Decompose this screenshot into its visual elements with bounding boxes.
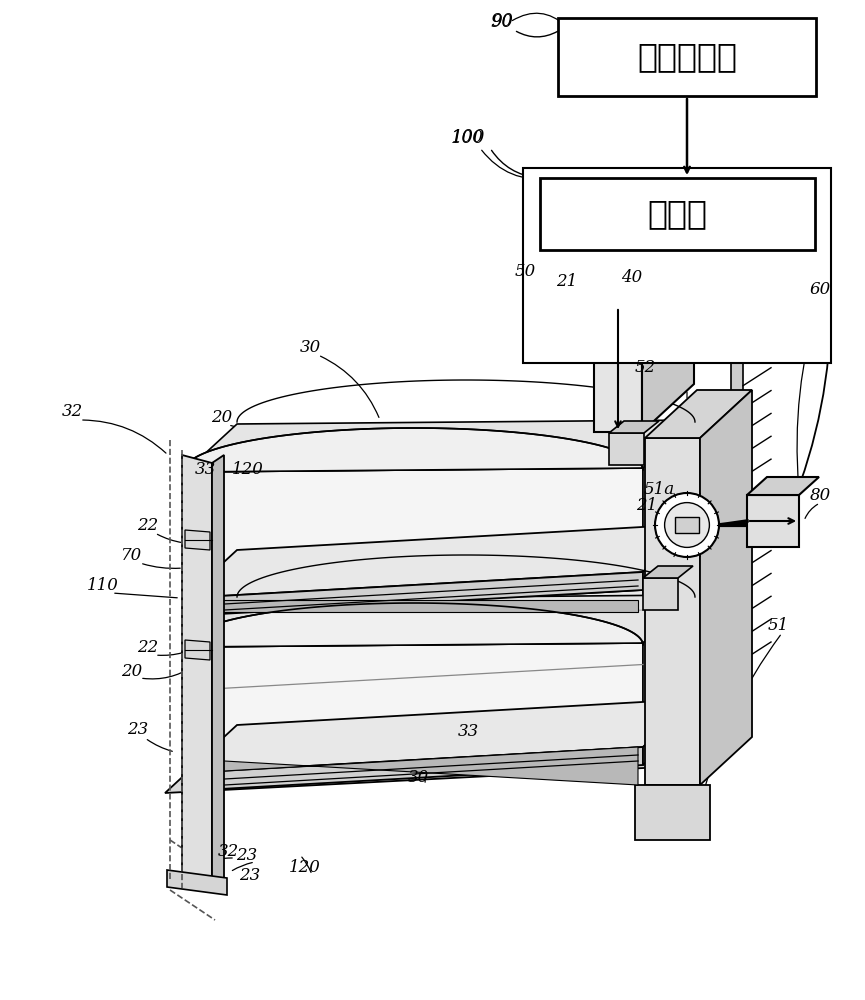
Polygon shape (190, 600, 638, 612)
Polygon shape (643, 566, 693, 578)
Polygon shape (185, 524, 695, 598)
Polygon shape (167, 870, 227, 895)
Polygon shape (185, 590, 643, 765)
Polygon shape (609, 421, 659, 433)
Polygon shape (185, 640, 210, 660)
Text: 22: 22 (138, 640, 158, 656)
Polygon shape (237, 542, 695, 717)
Text: 50: 50 (515, 263, 535, 280)
Text: 23: 23 (240, 866, 260, 884)
Polygon shape (594, 254, 694, 302)
Polygon shape (185, 699, 695, 773)
Text: 70: 70 (121, 546, 143, 564)
Polygon shape (731, 340, 743, 660)
Text: 33: 33 (458, 724, 478, 740)
Polygon shape (185, 420, 695, 472)
Text: 21: 21 (637, 496, 657, 514)
Text: 51: 51 (767, 616, 789, 634)
Text: 车速传感器: 车速传感器 (637, 40, 737, 74)
Polygon shape (594, 302, 642, 432)
Polygon shape (643, 595, 695, 747)
Text: 23: 23 (236, 846, 258, 863)
Text: 52: 52 (634, 360, 656, 376)
Text: 20: 20 (211, 410, 233, 426)
Polygon shape (609, 433, 644, 465)
Polygon shape (635, 785, 710, 840)
Text: 20: 20 (121, 664, 143, 680)
Polygon shape (212, 455, 224, 888)
Text: 90: 90 (490, 13, 514, 31)
Polygon shape (185, 522, 695, 578)
Text: 40: 40 (621, 269, 643, 286)
Text: 23: 23 (127, 722, 149, 738)
Polygon shape (747, 495, 799, 547)
Polygon shape (185, 603, 643, 647)
Text: 30: 30 (407, 770, 429, 786)
Text: 80: 80 (810, 487, 830, 504)
Text: 30: 30 (299, 340, 321, 357)
Polygon shape (645, 438, 700, 785)
Text: 22: 22 (138, 516, 158, 534)
Polygon shape (643, 578, 678, 610)
Polygon shape (642, 254, 694, 432)
Text: 51a: 51a (644, 482, 675, 498)
Polygon shape (185, 468, 643, 598)
Text: 90: 90 (491, 13, 513, 30)
Circle shape (681, 519, 693, 531)
Polygon shape (185, 691, 695, 765)
Text: 120: 120 (289, 859, 321, 876)
Circle shape (655, 493, 719, 557)
Polygon shape (643, 420, 695, 572)
Polygon shape (643, 699, 695, 765)
Polygon shape (700, 390, 752, 785)
Text: 100: 100 (452, 129, 484, 146)
Text: 32: 32 (61, 403, 83, 420)
Text: 33: 33 (195, 462, 215, 479)
Polygon shape (185, 428, 643, 472)
Bar (540, 178, 815, 250)
Text: 21: 21 (556, 273, 578, 290)
Text: 120: 120 (232, 462, 264, 479)
Polygon shape (190, 747, 638, 785)
Polygon shape (643, 524, 695, 590)
Text: 60: 60 (810, 282, 830, 298)
Polygon shape (185, 572, 643, 616)
Polygon shape (185, 747, 643, 791)
Polygon shape (185, 643, 643, 773)
Text: 110: 110 (87, 576, 119, 593)
Text: 32: 32 (217, 844, 239, 860)
Polygon shape (747, 477, 819, 495)
Circle shape (664, 503, 709, 547)
Text: 控制器: 控制器 (648, 198, 708, 231)
Text: 100: 100 (451, 129, 485, 147)
Polygon shape (182, 455, 212, 888)
Bar (558, 18, 816, 96)
Polygon shape (185, 530, 210, 550)
Bar (523, 168, 831, 363)
Polygon shape (675, 517, 699, 533)
Polygon shape (645, 390, 752, 438)
Polygon shape (185, 595, 695, 647)
Polygon shape (165, 719, 715, 793)
